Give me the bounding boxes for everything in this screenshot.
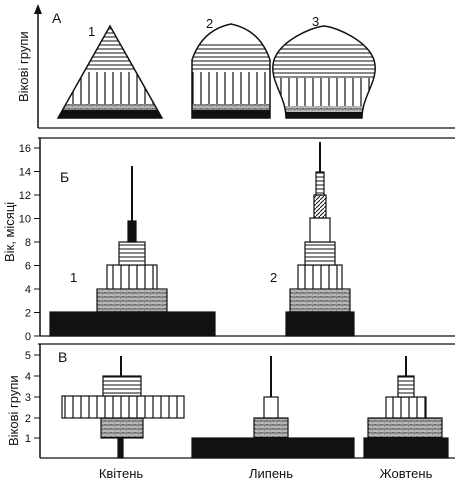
shape-number-2: 2 [206, 16, 213, 31]
panel-c-letter: В [58, 349, 67, 365]
panel-b-tick-14: 14 [19, 167, 31, 179]
panel-b-ylabel: Вік, місяці [2, 202, 17, 262]
x-label-october: Жовтень [380, 466, 433, 481]
x-label-april: Квітень [99, 466, 144, 481]
panel-b-tick-4: 4 [25, 284, 31, 296]
panel-c: В Вікові групи 5 4 3 2 1 [6, 343, 455, 481]
panel-a-ylabel: Вікові групи [16, 31, 31, 102]
panel-c-tick-4: 4 [25, 371, 31, 383]
panel-a-letter: А [52, 10, 62, 26]
panel-b-letter: Б [60, 169, 69, 185]
panel-b-tick-8: 8 [25, 237, 31, 249]
panel-c-tick-1: 1 [25, 433, 31, 445]
pyramid-july [191, 356, 355, 459]
pyramid-bulb-outline [272, 25, 376, 119]
panel-b-tick-6: 6 [25, 261, 31, 273]
panel-b-tick-10: 10 [19, 214, 31, 226]
panel-b-ticks: 16 14 12 10 8 6 4 2 0 [19, 143, 40, 343]
pyramid-october [363, 356, 449, 459]
shape-number-3: 3 [312, 14, 319, 29]
panel-c-ticks: 5 4 3 2 1 [25, 350, 40, 445]
x-label-july: Липень [249, 466, 293, 481]
panel-c-tick-5: 5 [25, 350, 31, 362]
shape-number-1: 1 [88, 24, 95, 39]
panel-b-tick-12: 12 [19, 190, 31, 202]
pyramid-triangle [58, 26, 162, 118]
pyramid-bell-outline [191, 23, 271, 119]
panel-b-tick-16: 16 [19, 143, 31, 155]
panel-c-ylabel: Вікові групи [6, 375, 21, 446]
series-number-2: 2 [270, 270, 277, 285]
panel-b-tick-2: 2 [25, 308, 31, 320]
panel-b-tick-0: 0 [25, 331, 31, 343]
pyramid-april [61, 356, 185, 459]
series-number-1: 1 [70, 270, 77, 285]
panel-b: Б Вік, місяці 16 14 12 10 8 6 4 2 0 1 [2, 137, 455, 343]
pyramid-bell [192, 24, 270, 118]
panel-a: А Вікові групи 1 2 3 [16, 4, 455, 129]
pyramid-triangle-outline [56, 24, 164, 119]
pyramid-b2 [285, 142, 355, 337]
panel-c-tick-3: 3 [25, 392, 31, 404]
pyramid-b1 [49, 166, 216, 337]
panel-a-y-arrow [34, 4, 42, 14]
panel-c-tick-2: 2 [25, 413, 31, 425]
